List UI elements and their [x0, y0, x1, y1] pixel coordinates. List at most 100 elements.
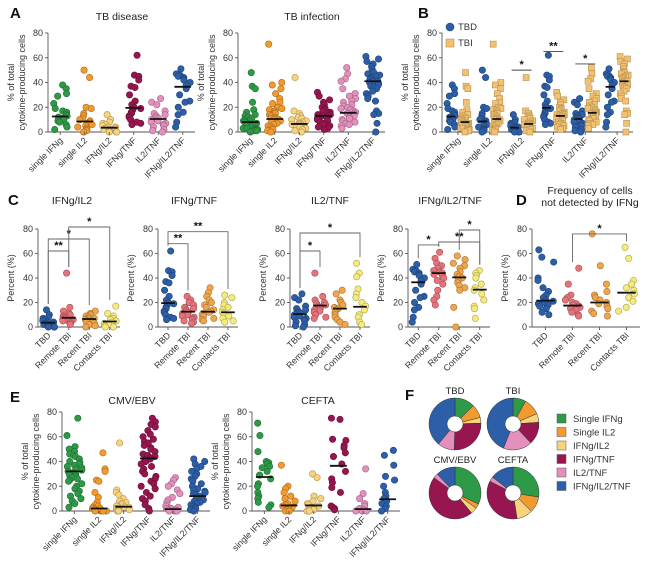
data-point [433, 276, 441, 284]
data-point [77, 495, 85, 503]
y-axis-label: Percent (%) [258, 254, 268, 302]
data-point [341, 467, 349, 475]
category-group [602, 53, 632, 136]
series-tbd [290, 290, 310, 331]
data-point [375, 55, 383, 63]
data-point [80, 66, 88, 74]
data-point [63, 90, 71, 98]
data-point [51, 126, 59, 134]
y-tick-label: 80 [33, 28, 43, 38]
data-point [585, 85, 593, 92]
series-contacts-tbi [615, 243, 638, 315]
panel-title: IL2/TNF [311, 195, 349, 207]
data-point [51, 104, 59, 112]
y-tick-label: 40 [47, 457, 57, 467]
y-axis-label: cytokine-producing cells [17, 34, 27, 131]
data-point [163, 316, 171, 324]
data-point [200, 317, 208, 325]
data-point [381, 472, 389, 480]
significance-label: * [308, 240, 313, 252]
y-axis-label: cytokine-producing cells [221, 413, 231, 510]
data-point [336, 415, 344, 423]
data-point [584, 77, 592, 85]
data-point [336, 488, 344, 496]
chart-panel-b: 0 20 40 60 80 % of total cytokine-producing ce… [400, 22, 633, 180]
data-point [137, 119, 145, 127]
significance-label: * [328, 222, 333, 234]
data-point [95, 477, 103, 485]
data-point [247, 69, 255, 77]
data-point [74, 490, 82, 498]
data-point [461, 256, 469, 264]
data-point [148, 462, 156, 470]
y-tick-label: 20 [47, 481, 57, 491]
data-point [251, 85, 259, 93]
category-group [570, 64, 600, 136]
data-point [577, 128, 585, 136]
y-tick-label: 80 [47, 407, 57, 417]
data-point [341, 321, 349, 329]
category-group [507, 74, 536, 136]
data-point [174, 111, 182, 119]
y-tick-label: 20 [275, 298, 285, 308]
data-point [71, 500, 79, 508]
data-point [369, 87, 377, 95]
data-point [103, 111, 111, 119]
data-point [151, 485, 159, 493]
pie-title: TBI [506, 386, 521, 397]
data-point [478, 66, 486, 74]
data-point [272, 90, 280, 98]
data-point [74, 123, 82, 131]
data-point [109, 323, 117, 331]
data-point [431, 301, 439, 309]
data-point [568, 308, 576, 316]
data-point [571, 127, 579, 135]
data-point [145, 507, 153, 515]
data-point [338, 286, 346, 294]
pie-slice [428, 397, 456, 445]
data-point [545, 311, 553, 319]
significance-label: * [597, 223, 602, 235]
data-point [268, 81, 276, 89]
data-point [378, 507, 386, 515]
pie-title: TBD [446, 386, 465, 397]
y-tick-label: 80 [393, 224, 403, 234]
data-point [359, 490, 367, 498]
data-point [550, 258, 558, 266]
data-point [629, 297, 637, 305]
y-tick-label: 0 [148, 322, 153, 332]
series-tbd [39, 306, 58, 331]
series-il2-tnf [337, 64, 360, 132]
x-tick-label: single IFNg [26, 135, 65, 174]
data-point [472, 274, 480, 282]
data-point [267, 128, 275, 136]
bracket-line [458, 229, 481, 265]
series-ifng-tnf [125, 51, 145, 129]
significance-label: ** [54, 240, 63, 252]
data-point [56, 118, 64, 126]
y-tick-label: 40 [427, 78, 437, 88]
y-tick-label: 80 [237, 407, 247, 417]
data-point [478, 128, 486, 136]
series-il2-tnf [352, 465, 372, 515]
panel-title: CMV/EBV [108, 395, 155, 407]
significance-bracket: ** [543, 41, 564, 53]
data-point [462, 99, 470, 106]
data-point [161, 286, 169, 294]
panel-title: IFNg/IL2/TNF [418, 195, 482, 207]
data-point [131, 83, 139, 91]
data-point [444, 126, 452, 134]
data-point [408, 318, 416, 326]
data-point [228, 294, 236, 302]
data-point [86, 74, 94, 82]
data-point [477, 280, 485, 288]
y-tick-label: 60 [47, 432, 57, 442]
data-point [299, 323, 307, 331]
data-point [328, 483, 336, 491]
data-point [470, 305, 478, 313]
data-point [536, 302, 544, 310]
data-point [310, 314, 318, 322]
